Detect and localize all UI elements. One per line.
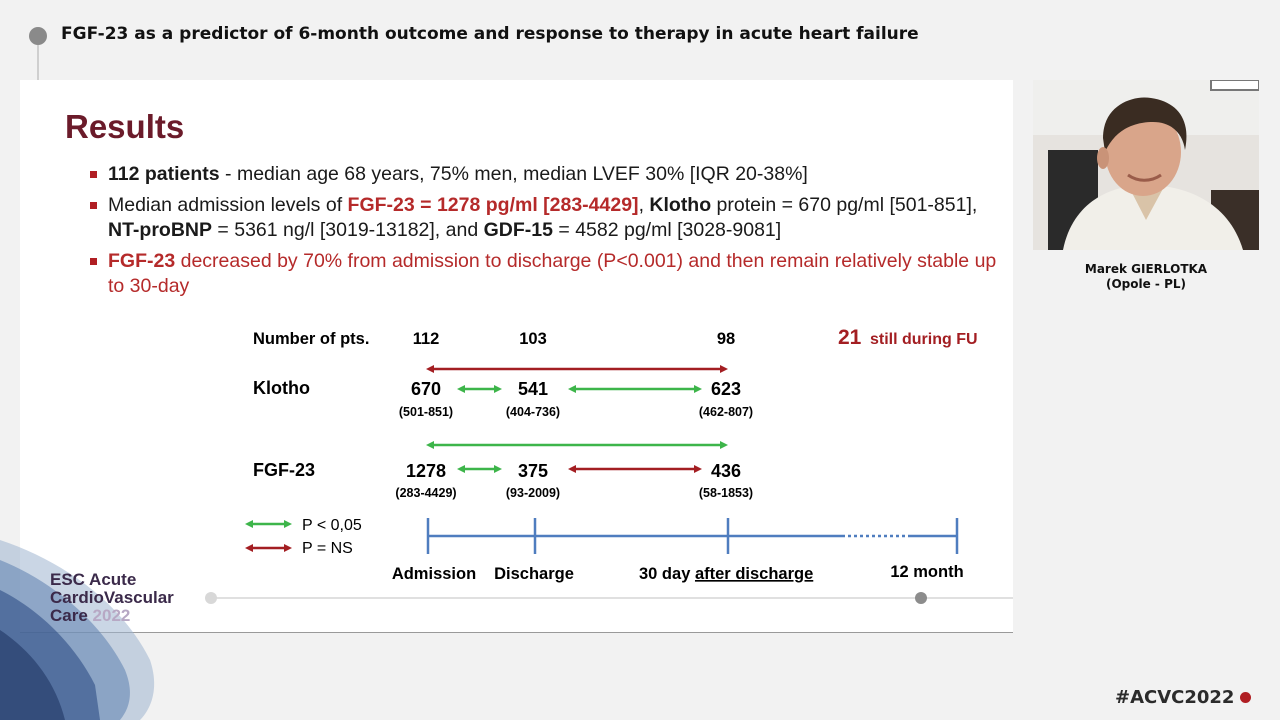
timeline-after-discharge: after discharge [695,565,813,583]
klotho-label: Klotho [253,378,310,398]
timeline-discharge: Discharge [494,565,574,583]
legend-sig-label: P < 0,05 [302,517,362,534]
pts-discharge: 103 [519,330,547,348]
bullet-bold-gdf: GDF-15 [483,219,553,241]
bullet-text: Median admission levels of [108,194,348,216]
klotho-discharge-range: (404-736) [506,405,560,419]
timeline-30day: 30 day after discharge [639,565,813,583]
fu-text: still during FU [870,331,978,348]
bullet-admission-levels: Median admission levels of FGF-23 = 1278… [88,193,998,243]
speaker-name: Marek GIERLOTKA [1084,262,1208,276]
bullet-text: - median age 68 years, 75% men, median L… [219,163,808,185]
bullet-marker-icon [90,171,97,178]
speaker-location: (Opole - PL) [1105,277,1187,291]
slide-border [20,632,1013,633]
speaker-video[interactable] [1033,80,1259,250]
presentation-slide: Results 112 patients - median age 68 yea… [20,80,1013,633]
klotho-admission-value: 670 [411,379,441,399]
session-title: FGF-23 as a predictor of 6-month outcome… [61,24,919,44]
bullet-fgf-decrease: FGF-23 decreased by 70% from admission t… [88,249,998,299]
fgf-admission-range: (283-4429) [395,486,456,500]
fgf-admission-value: 1278 [406,461,446,481]
bullet-bold-text: 112 patients [108,163,220,185]
progress-current-dot-icon [915,592,927,604]
logo-line2: CardioVascular [50,588,174,607]
bullet-highlight-fgf: FGF-23 = 1278 pg/ml [283-4429] [347,194,639,216]
pts-30day: 98 [717,330,735,348]
bullet-text: , [638,194,650,216]
session-dot-icon [29,27,47,45]
bullet-bold-klotho: Klotho [649,194,712,216]
logo-line1: ESC Acute [50,570,137,589]
bullet-marker-icon [90,202,97,209]
fgf-30day-value: 436 [711,461,741,481]
speaker-caption: Marek GIERLOTKA (Opole - PL) [1033,262,1259,292]
event-hashtag: #ACVC2022 [1115,687,1235,708]
bullet-text: = 4582 pg/ml [3028-9081] [552,219,782,241]
bullet-text: = 5361 ng/l [3019-13182], and [212,219,484,241]
bullet-bold-ntprobnp: NT-proBNP [108,219,212,241]
timeline-admission: Admission [392,565,476,583]
timeline-diagram: Number of pts. 112 103 98 21 still durin… [205,326,1013,604]
pts-admission: 112 [413,330,440,348]
pts-label: Number of pts. [253,330,369,348]
legend-ns-label: P = NS [302,540,353,557]
slide-title: Results [65,108,185,145]
timeline-axis [426,518,959,554]
fgf-30day-range: (58-1853) [699,486,753,500]
fgf-discharge-value: 375 [518,461,548,481]
timeline-30day-label: 30 day [639,565,695,583]
logo-care: Care [50,606,93,625]
bullet-marker-icon [90,258,97,265]
timeline-12month: 12 month [890,563,963,581]
klotho-admission-range: (501-851) [399,405,453,419]
event-logo: ESC Acute CardioVascular Care 2022 [50,571,174,625]
hashtag-dot-icon [1240,692,1251,703]
klotho-discharge-value: 541 [518,379,548,399]
logo-line3: Care 2022 [50,607,174,625]
fgf-discharge-range: (93-2009) [506,486,560,500]
bullet-text: decreased by 70% from admission to disch… [108,250,997,297]
bullet-list: 112 patients - median age 68 years, 75% … [88,162,998,305]
fgf-label: FGF-23 [253,460,315,480]
divider [37,45,39,80]
bullet-bold-text: FGF-23 [108,250,176,272]
logo-year: 2022 [92,606,131,625]
progress-start-dot-icon [205,592,217,604]
decorative-mesh-icon [0,540,155,720]
klotho-30day-range: (462-807) [699,405,753,419]
bullet-text: protein = 670 pg/ml [501-851], [711,194,978,216]
speaker-image [1033,80,1259,250]
bullet-patients: 112 patients - median age 68 years, 75% … [88,162,998,187]
klotho-30day-value: 623 [711,379,741,399]
fu-count: 21 [838,326,862,349]
